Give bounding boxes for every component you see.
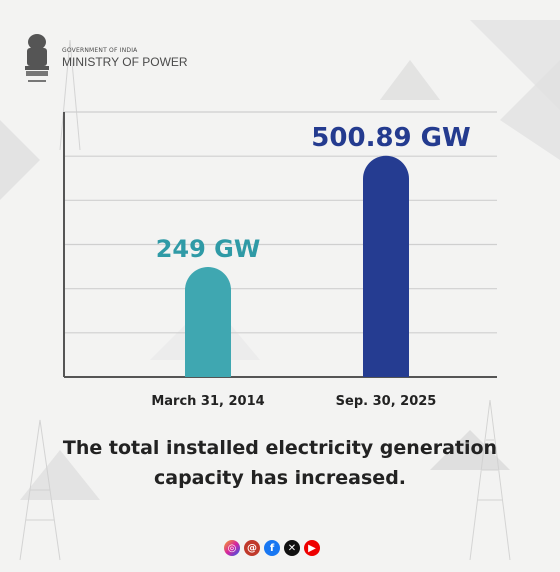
caption: The total installed electricity generati… <box>0 433 560 493</box>
social-links: ◎ @ f ✕ ▶ <box>224 540 320 556</box>
facebook-icon[interactable]: f <box>264 540 280 556</box>
national-emblem-icon <box>25 34 49 82</box>
chart-bars <box>185 155 410 377</box>
chart-labels: 249 GW March 31, 2014 500.89 GW Sep. 30, 20… <box>151 123 470 409</box>
x-icon[interactable]: ✕ <box>284 540 300 556</box>
value-label: 500.89 GW <box>311 123 470 153</box>
government-label: GOVERNMENT OF INDIA <box>62 47 138 54</box>
category-label: Sep. 30, 2025 <box>336 394 437 409</box>
capacity-bar-chart: 249 GW March 31, 2014 500.89 GW Sep. 30, 20… <box>63 111 497 409</box>
category-label: March 31, 2014 <box>151 394 264 409</box>
ministry-title: MINISTRY OF POWER <box>62 55 188 69</box>
caption-line-2: capacity has increased. <box>153 467 407 489</box>
chart-gridlines <box>64 111 497 334</box>
threads-icon[interactable]: @ <box>244 540 260 556</box>
value-label: 249 GW <box>156 235 261 263</box>
youtube-icon[interactable]: ▶ <box>304 540 320 556</box>
instagram-icon[interactable]: ◎ <box>224 540 240 556</box>
bar-2025 <box>363 155 410 377</box>
ministry-header: GOVERNMENT OF INDIA MINISTRY OF POWER <box>20 30 188 86</box>
bar-2014 <box>185 267 231 377</box>
caption-line-1: The total installed electricity generati… <box>62 437 498 459</box>
